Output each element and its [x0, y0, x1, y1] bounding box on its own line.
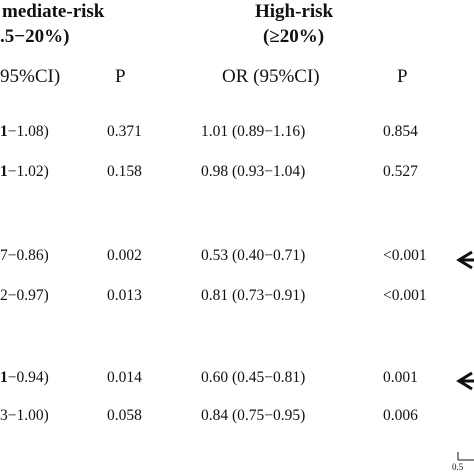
- axis-tick-label: 0.5: [452, 462, 464, 472]
- col-header-high-p: P: [397, 66, 408, 87]
- axis-line: [457, 452, 474, 461]
- row-5-high-or: 0.60 (0.45−0.81): [201, 369, 306, 386]
- row-4-high-p: <0.001: [383, 287, 427, 304]
- row-1-high-or: 1.01 (0.89−1.16): [201, 123, 306, 140]
- row-2-high-p: 0.527: [383, 163, 418, 180]
- row-1-high-p: 0.854: [383, 123, 418, 140]
- group-title-intermediate: mediate-risk: [2, 1, 105, 22]
- row-3-high-p: <0.001: [383, 247, 427, 264]
- left-arrow-icon: [456, 250, 474, 270]
- col-header-high-or: OR (95%CI): [222, 66, 320, 87]
- row-4-intermediate-p: 0.013: [107, 287, 142, 304]
- row-2-intermediate-p: 0.158: [107, 163, 142, 180]
- row-3-high-or: 0.53 (0.40−0.71): [201, 247, 306, 264]
- row-5-high-p: 0.001: [383, 369, 418, 386]
- group-title-high: High-risk: [255, 1, 334, 22]
- group-subtitle-intermediate: .5−20%): [0, 26, 70, 47]
- row-6-intermediate-p: 0.058: [107, 407, 142, 424]
- row-3-intermediate-or: 7−0.86): [0, 247, 49, 264]
- row-6-high-or: 0.84 (0.75−0.95): [201, 407, 306, 424]
- left-arrow-icon: [456, 371, 474, 391]
- row-1-intermediate-or: 1−1.08): [0, 123, 49, 140]
- group-subtitle-high: (≥20%): [263, 26, 325, 47]
- row-5-intermediate-or: 1−0.94): [0, 369, 49, 386]
- row-2-intermediate-or: 1−1.02): [0, 163, 49, 180]
- row-1-intermediate-p: 0.371: [107, 123, 142, 140]
- row-4-high-or: 0.81 (0.73−0.91): [201, 287, 306, 304]
- col-header-intermediate-or: 95%CI): [0, 66, 61, 87]
- col-header-intermediate-p: P: [115, 66, 126, 87]
- row-6-intermediate-or: 3−1.00): [0, 407, 49, 424]
- row-2-high-or: 0.98 (0.93−1.04): [201, 163, 306, 180]
- row-3-intermediate-p: 0.002: [107, 247, 142, 264]
- row-4-intermediate-or: 2−0.97): [0, 287, 49, 304]
- row-6-high-p: 0.006: [383, 407, 418, 424]
- row-5-intermediate-p: 0.014: [107, 369, 142, 386]
